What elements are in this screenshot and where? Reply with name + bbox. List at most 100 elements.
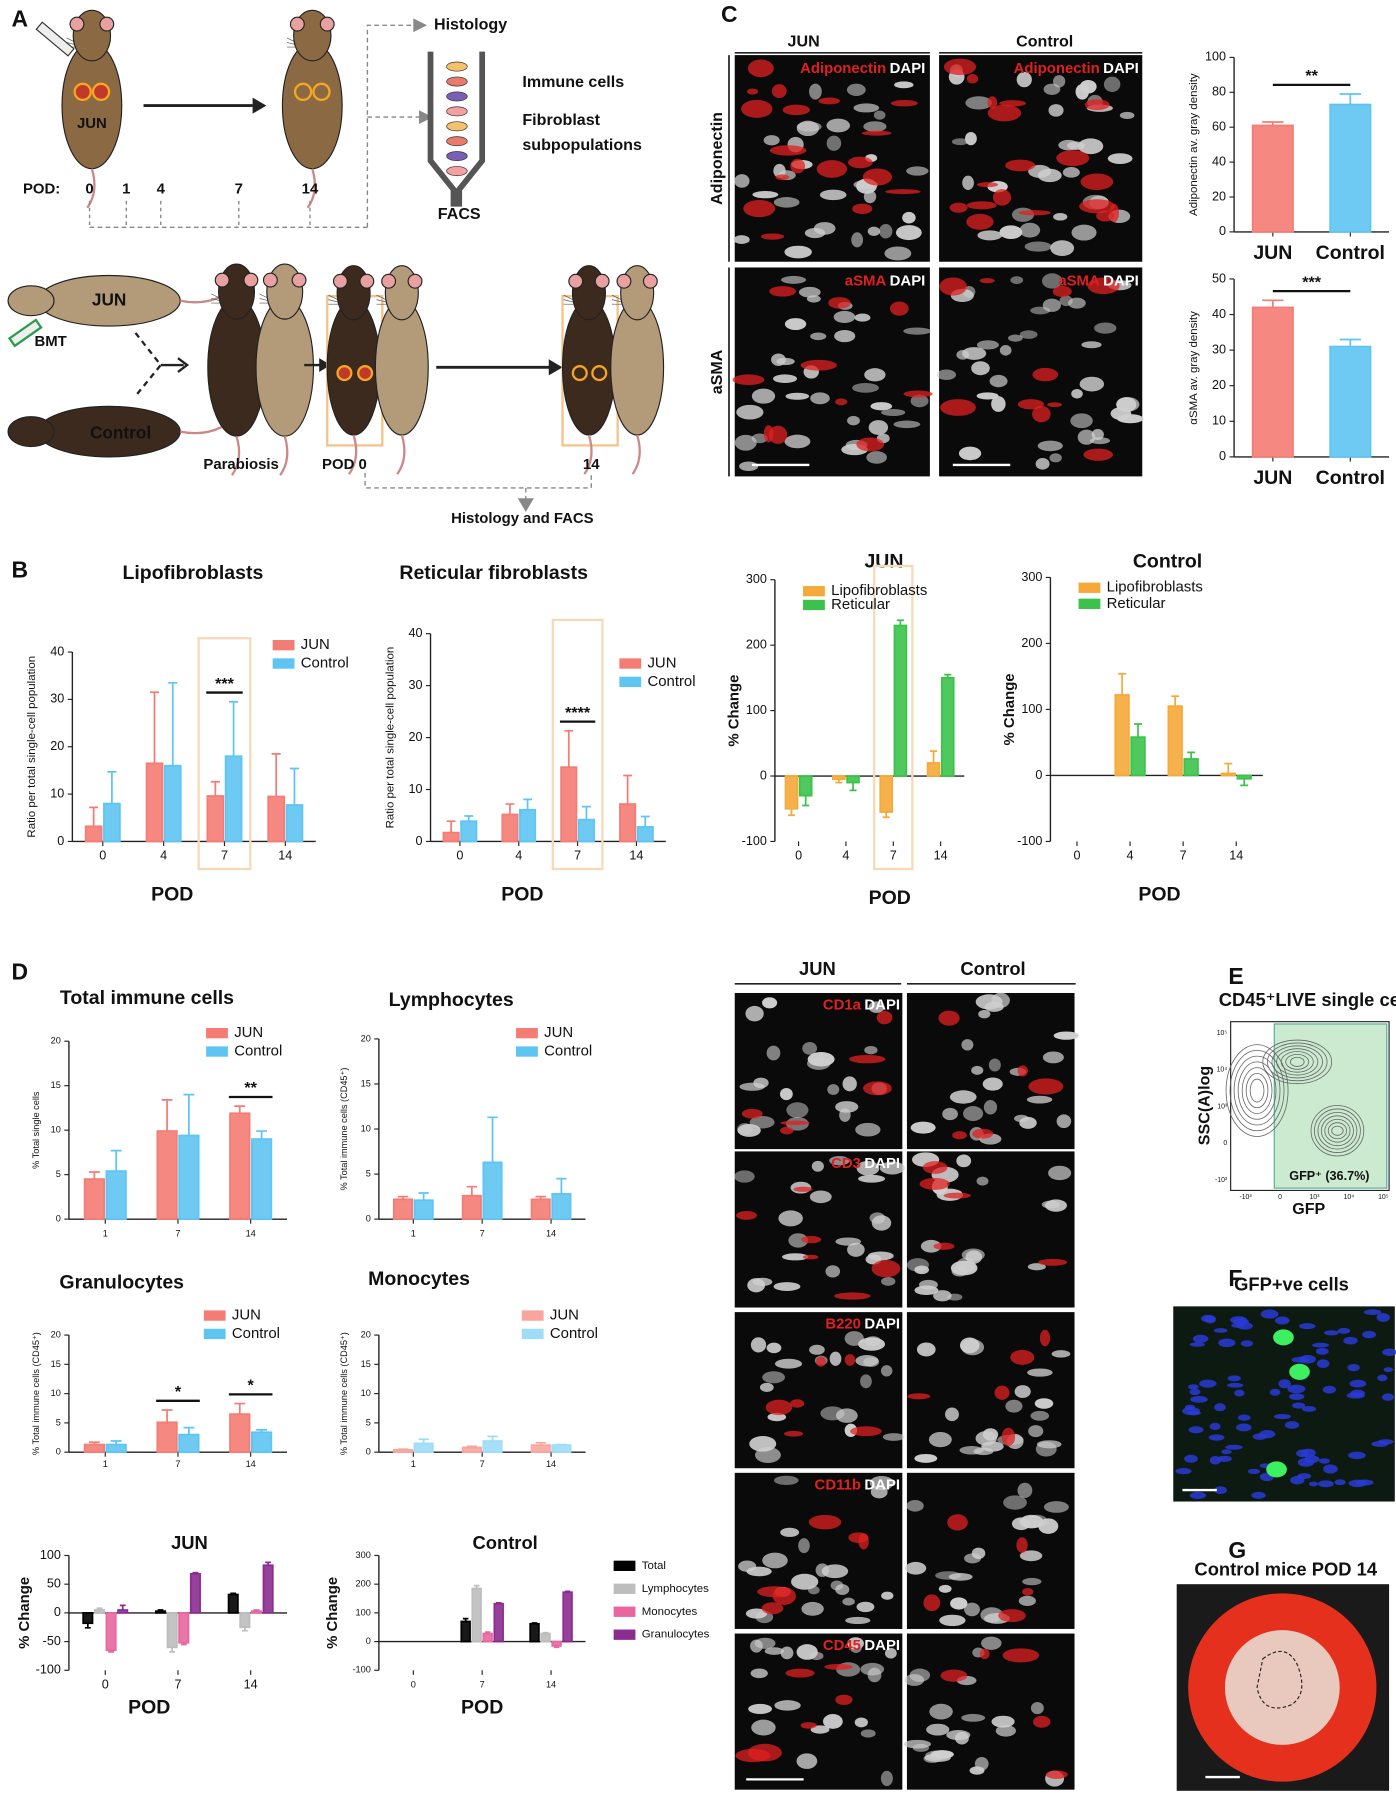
label: 1 [122, 180, 130, 197]
nucleus [762, 997, 778, 1009]
contour [1317, 1111, 1358, 1150]
nucleus [819, 189, 847, 201]
nucleus [1103, 76, 1121, 93]
label: aSMA [708, 349, 726, 394]
nucleus [750, 1639, 763, 1653]
label: BMT [34, 333, 66, 350]
y-tick-label: 0 [1219, 224, 1226, 238]
stain-signal [844, 1354, 856, 1366]
nucleus [914, 1453, 938, 1463]
nucleus [1030, 1701, 1044, 1715]
nucleus [1296, 1449, 1309, 1458]
nucleus [810, 392, 830, 405]
mouse-ear [642, 273, 658, 289]
arrow-head [252, 97, 267, 114]
y-tick-label: 0 [57, 834, 64, 848]
nucleus [980, 1607, 1004, 1623]
wound [357, 365, 374, 382]
error-bar [564, 729, 574, 768]
nucleus [1026, 1095, 1053, 1104]
nucleus [1081, 341, 1102, 349]
nucleus [1225, 1444, 1243, 1450]
x-tick-label: 1 [411, 1228, 416, 1238]
dashed-connector [134, 332, 163, 397]
nucleus [829, 1351, 842, 1366]
stain-signal [972, 1128, 994, 1139]
x-tick-label: Control [1316, 467, 1385, 489]
legend-swatch [206, 1027, 228, 1039]
error-bar [234, 1402, 246, 1415]
wound [312, 82, 331, 102]
nucleus [773, 1282, 801, 1291]
error-bar [1134, 723, 1143, 738]
nucleus [946, 1730, 971, 1741]
nucleus [976, 340, 999, 350]
nucleus [884, 1647, 897, 1659]
legend-swatch [1078, 598, 1101, 609]
nucleus [1297, 1457, 1315, 1467]
error-bar [169, 1647, 176, 1653]
syringe [7, 318, 43, 348]
y-tick-label: 20 [1212, 378, 1226, 392]
nucleus [1094, 322, 1117, 334]
nucleus [962, 175, 974, 191]
nucleus [827, 1084, 840, 1095]
error-bar [157, 1609, 164, 1612]
panel-label: D [12, 959, 29, 985]
legend-swatch [206, 1046, 228, 1057]
bar [93, 1609, 105, 1614]
stain-signal [850, 1426, 882, 1437]
bar [1114, 694, 1130, 777]
y-tick-label: 15 [51, 1080, 61, 1090]
label: 0 [1223, 1140, 1227, 1147]
y-tick-label: 100 [1021, 702, 1042, 716]
label: 14 [583, 456, 600, 473]
wound [91, 82, 111, 102]
error-bar [1187, 751, 1196, 759]
bar [189, 1572, 201, 1614]
mouse-head [7, 285, 55, 317]
label: -10³ [1215, 1177, 1228, 1184]
bar [413, 1199, 434, 1220]
mouse-tail [348, 434, 358, 475]
nucleus [833, 310, 856, 324]
label: JUN [92, 289, 126, 309]
y-tick-label: 0 [415, 834, 422, 848]
nucleus [806, 1057, 831, 1070]
stain-signal [1084, 99, 1110, 111]
nucleus [1019, 222, 1041, 238]
label: 10³ [1217, 1103, 1228, 1110]
error-bar [466, 1445, 478, 1448]
nucleus [845, 1616, 871, 1625]
y-tick-label: 20 [51, 1036, 61, 1046]
label: 4 [157, 180, 166, 197]
nucleus [1322, 1385, 1336, 1394]
error-bar [523, 798, 533, 810]
error-bar [168, 681, 178, 766]
y-tick-label: 60 [1212, 120, 1226, 134]
stain-signal [818, 97, 840, 105]
gfp-cell [1266, 1461, 1287, 1478]
stain-signal [743, 199, 776, 218]
error-bar [535, 1195, 546, 1200]
error-bar [110, 1149, 122, 1172]
legend-swatch [803, 599, 825, 611]
nucleus [1042, 1051, 1064, 1064]
error-bar [1118, 672, 1127, 695]
chart-title: JUN [864, 551, 903, 573]
nucleus [1308, 1481, 1319, 1487]
error-bar [88, 1171, 100, 1180]
nucleus [1028, 1425, 1044, 1438]
y-tick-label: 10 [361, 1388, 371, 1398]
nucleus [935, 1571, 962, 1580]
nucleus [779, 1088, 793, 1101]
y-axis-label: % Change [1001, 673, 1018, 745]
error-bar [265, 1561, 272, 1566]
stain-name: aSMA [845, 272, 887, 289]
nucleus [1079, 376, 1105, 392]
nucleus [780, 1646, 794, 1660]
nucleus [981, 1636, 1002, 1650]
x-tick-label: 7 [480, 1680, 485, 1690]
bar [227, 1593, 239, 1614]
nucleus [1247, 1468, 1261, 1475]
